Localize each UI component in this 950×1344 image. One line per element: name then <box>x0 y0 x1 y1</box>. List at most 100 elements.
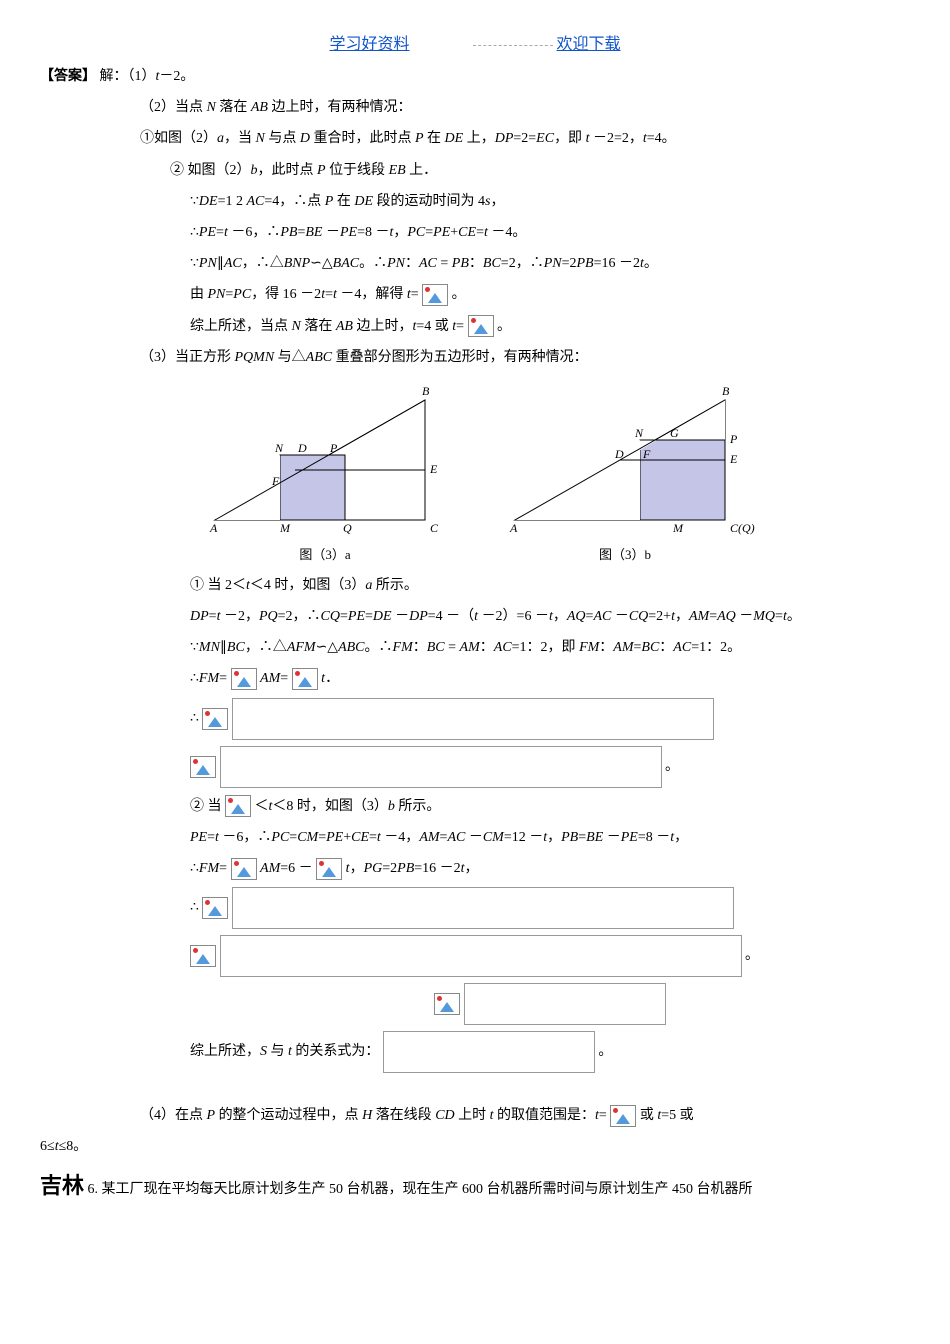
part2-b4: 由 PN=PC，得 16 －2t=t －4，解得 t= 。 <box>190 282 910 307</box>
broken-formula-box <box>220 935 742 977</box>
broken-image-icon <box>316 858 342 880</box>
part3-5-pre: ∴ <box>190 711 199 726</box>
broken-image-icon <box>434 993 460 1015</box>
broken-formula-box <box>220 746 662 788</box>
figure-3b: A B C(Q) D E F G M N P 图（3）b <box>495 380 755 563</box>
part2-a: ①如图（2）a，当 N 与点 D 重合时，此时点 P 在 DE 上，DP=2=E… <box>140 126 910 151</box>
broken-image-icon <box>190 945 216 967</box>
figure-3a-svg: A B C D E F M N P Q <box>195 380 455 540</box>
svg-text:E: E <box>729 452 738 466</box>
part3-intro: （3）当正方形 PQMN 与△ABC 重叠部分图形为五边形时，有两种情况： <box>140 345 910 370</box>
part2-summary: 综上所述，当点 N 落在 AB 边上时，t=4 或 t= 。 <box>190 314 910 339</box>
svg-text:A: A <box>509 521 518 535</box>
svg-text:M: M <box>279 521 291 535</box>
part4-last: 6≤t≤8。 <box>40 1134 910 1159</box>
part3-7: ② 当 ＜t＜8 时，如图（3）b 所示。 <box>190 794 910 819</box>
broken-image-icon <box>422 284 448 306</box>
broken-image-icon <box>468 315 494 337</box>
part3-7-pre: ② 当 <box>190 799 222 814</box>
part3-10: ∴ <box>190 887 910 929</box>
header-right-link[interactable]: 欢迎下载 <box>557 36 621 53</box>
svg-text:D: D <box>614 447 624 461</box>
jilin-line: 吉林 6. 某工厂现在平均每天比原计划多生产 50 台机器，现在生产 600 台… <box>40 1166 910 1206</box>
part3-4-pre: ∴FM= <box>190 671 227 686</box>
broken-image-icon <box>610 1105 636 1127</box>
part3-final-pre: 综上所述，S 与 t 的关系式为： <box>190 1044 379 1059</box>
part3-4: ∴FM= AM= t． <box>190 666 910 691</box>
broken-image-icon <box>225 795 251 817</box>
svg-text:P: P <box>329 441 338 455</box>
part2-intro: （2）当点 N 落在 AB 边上时，有两种情况： <box>140 95 910 120</box>
part3-7-post: ＜t＜8 时，如图（3）b 所示。 <box>255 799 441 814</box>
part2-b4-pre: 由 PN=PC，得 16 －2t=t －4，解得 t= <box>190 287 419 302</box>
broken-image-icon <box>231 668 257 690</box>
part3-8: PE=t －6，∴PC=CM=PE+CE=t －4，AM=AC －CM=12 －… <box>190 825 910 850</box>
header-divider <box>473 45 553 46</box>
broken-image-icon <box>292 668 318 690</box>
answer-line: 【答案】 解：（1）t－2。 <box>40 64 910 89</box>
svg-text:N: N <box>634 426 644 440</box>
part3-5: ∴ <box>190 698 910 740</box>
part2-summary-pre: 综上所述，当点 N 落在 AB 边上时，t=4 或 t= <box>190 319 464 334</box>
svg-text:F: F <box>271 474 280 488</box>
part3-6-post: 。 <box>665 759 679 774</box>
part3-6: 。 <box>190 746 910 788</box>
part3-9: ∴FM= AM=6 － t，PG=2PB=16 －2t， <box>190 856 910 881</box>
broken-formula-box <box>464 983 666 1025</box>
part3-1: ① 当 2＜t＜4 时，如图（3）a 所示。 <box>190 573 910 598</box>
svg-text:B: B <box>422 384 430 398</box>
document-page: 学习好资料 欢迎下载 【答案】 解：（1）t－2。 （2）当点 N 落在 AB … <box>0 0 950 1241</box>
broken-formula-box <box>232 698 714 740</box>
part2-summary-post: 。 <box>497 319 511 334</box>
svg-text:B: B <box>722 384 730 398</box>
fig3b-caption: 图（3）b <box>495 544 755 563</box>
part4: （4）在点 P 的整个运动过程中，点 H 落在线段 CD 上时 t 的取值范围是… <box>140 1103 910 1128</box>
part3-11: 。 <box>190 935 910 977</box>
broken-formula-box <box>232 887 734 929</box>
svg-text:M: M <box>672 521 684 535</box>
figure-3a: A B C D E F M N P Q 图（3）a <box>195 380 455 563</box>
svg-text:N: N <box>274 441 284 455</box>
part4-mid: 或 t=5 或 <box>640 1108 694 1123</box>
svg-text:D: D <box>297 441 307 455</box>
figures-row: A B C D E F M N P Q 图（3）a A <box>40 380 910 563</box>
part3-4-mid: AM= <box>260 671 288 686</box>
part2-b3: ∵PN∥AC，∴△BNP∽△BAC。∴PN：AC = PB：BC=2，∴PN=2… <box>190 251 910 276</box>
jilin-text: 6. 某工厂现在平均每天比原计划多生产 50 台机器，现在生产 600 台机器所… <box>88 1182 753 1197</box>
broken-image-icon <box>190 756 216 778</box>
part4-pre: （4）在点 P 的整个运动过程中，点 H 落在线段 CD 上时 t 的取值范围是… <box>140 1108 607 1123</box>
part2-b: ② 如图（2）b，此时点 P 位于线段 EB 上． <box>170 158 910 183</box>
part3-4-post: t． <box>321 671 339 686</box>
part2-b2: ∴PE=t －6，∴PB=BE －PE=8 －t，PC=PE+CE=t －4。 <box>190 220 910 245</box>
broken-image-icon <box>202 708 228 730</box>
broken-image-icon <box>202 897 228 919</box>
part3-11-post: 。 <box>745 948 759 963</box>
svg-text:F: F <box>642 447 651 461</box>
svg-text:C: C <box>430 521 439 535</box>
svg-text:A: A <box>209 521 218 535</box>
part2-b1: ∵DE=1 2 AC=4，∴点 P 在 DE 段的运动时间为 4s， <box>190 189 910 214</box>
svg-text:P: P <box>729 432 738 446</box>
part3-10-pre: ∴ <box>190 900 199 915</box>
svg-text:C(Q): C(Q) <box>730 521 755 535</box>
part3-12 <box>190 983 910 1025</box>
fig3a-caption: 图（3）a <box>195 544 455 563</box>
part3-9-mid: AM=6 － <box>260 861 313 876</box>
part1-text: 解：（1）t－2。 <box>100 69 195 84</box>
broken-formula-box <box>383 1031 595 1073</box>
part3-final: 综上所述，S 与 t 的关系式为： 。 <box>190 1031 910 1073</box>
part3-3: ∵MN∥BC，∴△AFM∽△ABC。∴FM：BC = AM：AC=1：2，即 F… <box>190 635 910 660</box>
page-header: 学习好资料 欢迎下载 <box>40 30 910 54</box>
jilin-label: 吉林 <box>40 1173 84 1198</box>
answer-label: 【答案】 <box>40 69 96 84</box>
broken-image-icon <box>231 858 257 880</box>
svg-text:Q: Q <box>343 521 352 535</box>
svg-text:E: E <box>429 462 438 476</box>
svg-text:G: G <box>670 426 679 440</box>
part3-2: DP=t －2，PQ=2，∴CQ=PE=DE －DP=4 －（t －2）=6 －… <box>190 604 910 629</box>
part3-9-pre: ∴FM= <box>190 861 227 876</box>
part3-final-post: 。 <box>598 1044 612 1059</box>
header-left-link[interactable]: 学习好资料 <box>329 36 409 53</box>
part2-b4-post: 。 <box>452 287 466 302</box>
part3-9-mid2: t，PG=2PB=16 －2t， <box>346 861 479 876</box>
